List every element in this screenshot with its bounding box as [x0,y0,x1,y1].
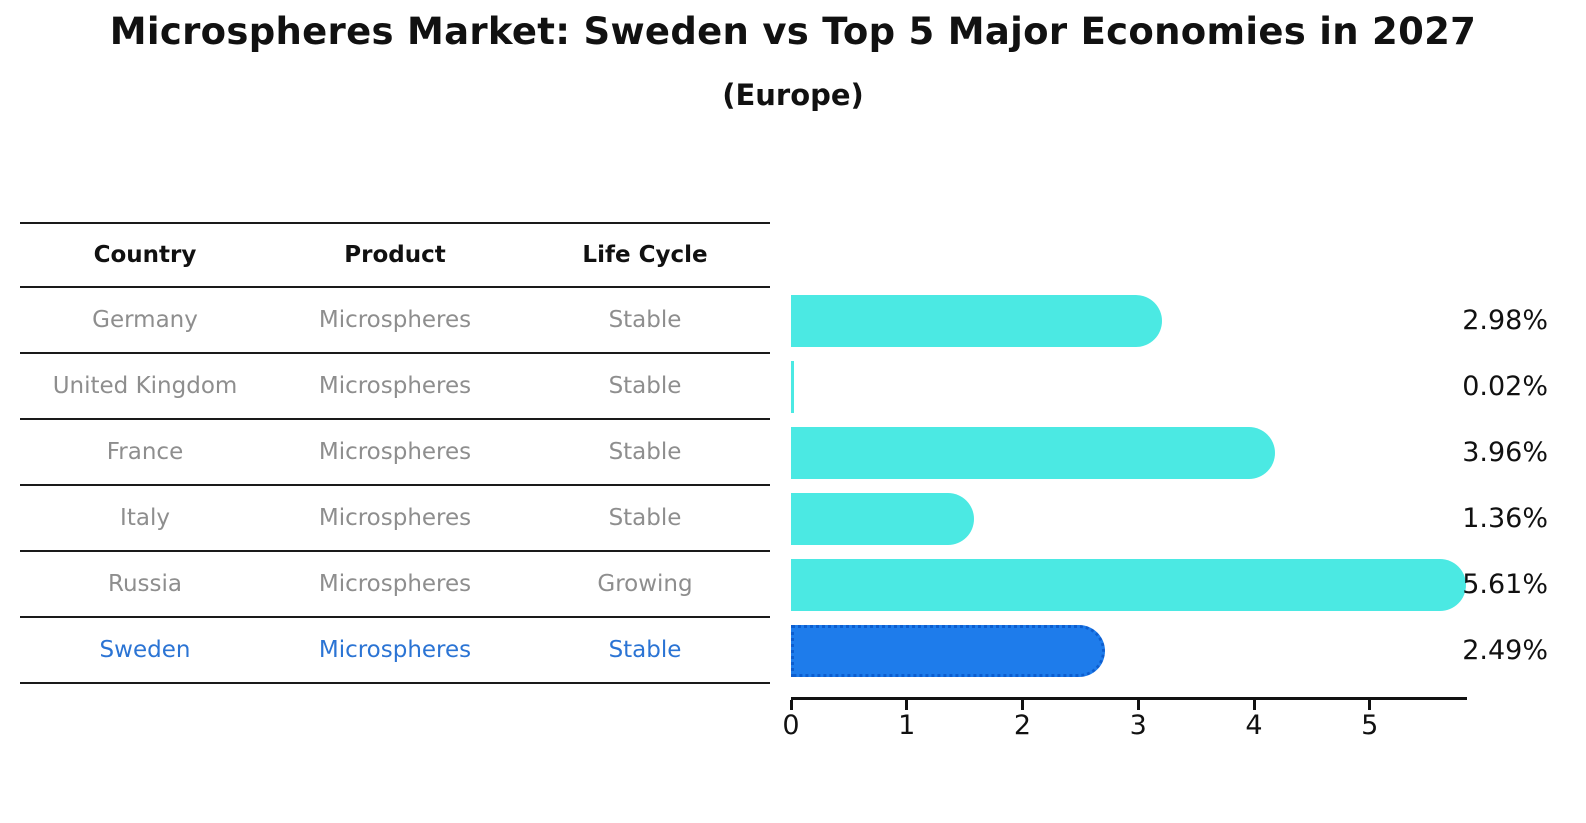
table-row: Sweden Microspheres Stable [20,618,770,684]
column-header-life-cycle: Life Cycle [582,242,708,268]
x-axis-tick [789,700,793,710]
table-cell-country: Russia [108,571,182,597]
x-axis-tick-label: 0 [782,710,800,741]
x-axis-tick [1368,700,1372,710]
x-axis-tick-label: 5 [1361,710,1379,741]
table-cell-product: Microspheres [318,307,472,333]
x-axis-tick [1021,700,1024,710]
x-axis-tick [1252,700,1256,710]
column-header-product: Product [344,242,446,268]
bar-germany [791,295,1162,347]
page-subtitle: (Europe) [722,78,864,112]
table-cell-product: Microspheres [318,571,472,597]
table-row: Germany Microspheres Stable [20,288,770,354]
value-label: 0.02% [1462,371,1548,402]
bar-russia [791,559,1467,611]
x-axis-tick-label: 4 [1245,710,1263,741]
table-cell-product: Microspheres [318,373,472,399]
table-row: France Microspheres Stable [20,420,770,486]
table-cell-country: Sweden [99,637,191,663]
value-label: 1.36% [1462,503,1548,534]
table-cell-life-cycle: Stable [608,505,682,531]
table-cell-life-cycle: Stable [608,307,682,333]
table-cell-life-cycle: Stable [608,637,682,663]
value-label: 2.98% [1462,305,1548,336]
table-cell-product: Microspheres [318,637,472,663]
table-row: Italy Microspheres Stable [20,486,770,552]
table-cell-life-cycle: Stable [608,373,682,399]
value-label: 3.96% [1462,437,1548,468]
country-table: Country Product Life Cycle Germany Micros… [20,222,770,684]
value-label: 5.61% [1462,569,1548,600]
x-axis-tick-label: 2 [1013,710,1032,741]
bar-italy [791,493,975,545]
table-body: Germany Microspheres Stable United Kingdom M… [20,288,770,684]
bar-sweden [791,625,1106,677]
table-cell-product: Microspheres [318,505,472,531]
table-cell-product: Microspheres [318,439,472,465]
value-label: 2.49% [1462,635,1548,666]
bar-united-kingdom [791,361,794,413]
table-header-row: Country Product Life Cycle [20,222,770,288]
table-row: Russia Microspheres Growing [20,552,770,618]
x-axis-tick [905,700,909,710]
table-cell-country: Italy [120,505,170,531]
x-axis-tick [1136,700,1140,710]
table-cell-country: United Kingdom [52,373,238,399]
x-axis-tick-label: 3 [1129,710,1147,741]
table-cell-country: France [106,439,184,465]
column-header-country: Country [93,242,197,268]
table-cell-life-cycle: Stable [608,439,682,465]
table-cell-country: Germany [92,307,198,333]
table-row: United Kingdom Microspheres Stable [20,354,770,420]
x-axis-tick-label: 1 [898,710,916,741]
bar-france [791,427,1276,479]
table-cell-life-cycle: Growing [597,571,693,597]
x-axis-line [791,697,1467,700]
page-title: Microspheres Market: Sweden vs Top 5 Maj… [109,10,1477,53]
